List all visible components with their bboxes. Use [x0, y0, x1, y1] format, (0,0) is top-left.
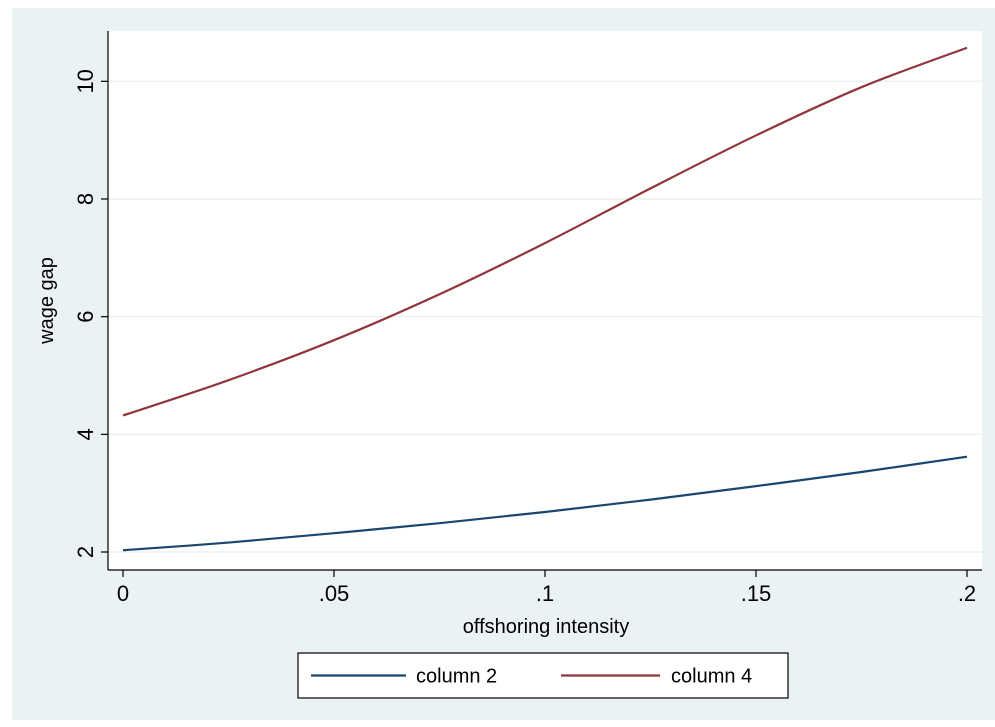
x-tick-label-1: .05 [319, 581, 350, 606]
legend-label-2: column 4 [671, 666, 752, 688]
y-tick-label-2: 6 [73, 311, 98, 323]
x-tick-label-2: .1 [536, 581, 554, 606]
legend-label-1: column 2 [416, 666, 497, 688]
plot-area [108, 31, 982, 570]
series-line-1 [122, 455, 968, 552]
y-tick-label-1: 4 [73, 428, 98, 440]
x-tick-label-4: .2 [958, 581, 976, 606]
series-line-2 [122, 46, 968, 417]
y-tick-label-3: 8 [73, 193, 98, 205]
y-tick-label-4: 10 [73, 69, 98, 93]
x-axis-title: offshoring intensity [463, 616, 629, 638]
y-tick-label-0: 2 [73, 546, 98, 558]
x-tick-label-3: .15 [741, 581, 772, 606]
x-tick-label-0: 0 [117, 581, 129, 606]
y-axis-title: wage gap [36, 257, 58, 345]
